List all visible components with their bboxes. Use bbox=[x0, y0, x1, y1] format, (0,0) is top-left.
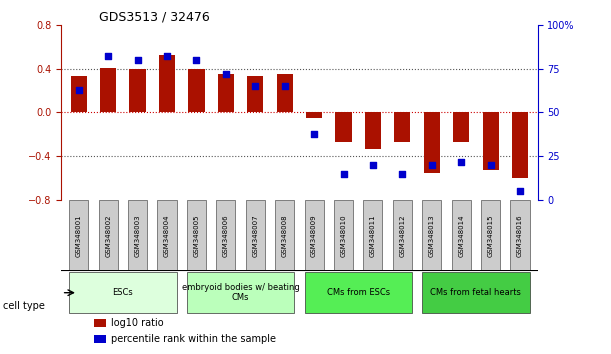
Text: GSM348001: GSM348001 bbox=[76, 214, 82, 257]
Bar bbox=[247, 76, 263, 113]
Bar bbox=[187, 200, 206, 270]
Text: GSM348004: GSM348004 bbox=[164, 214, 170, 257]
Point bbox=[280, 83, 290, 89]
Point bbox=[162, 53, 172, 59]
Text: GSM348011: GSM348011 bbox=[370, 214, 376, 257]
Bar bbox=[483, 113, 499, 170]
Text: GSM348014: GSM348014 bbox=[458, 214, 464, 257]
Bar bbox=[394, 113, 411, 142]
Text: GSM348015: GSM348015 bbox=[488, 214, 494, 257]
Bar bbox=[306, 113, 322, 118]
Text: cell type: cell type bbox=[3, 301, 45, 311]
Point bbox=[221, 71, 231, 77]
Text: embryoid bodies w/ beating
CMs: embryoid bodies w/ beating CMs bbox=[181, 283, 299, 302]
Bar bbox=[216, 200, 235, 270]
Point bbox=[515, 189, 525, 194]
Bar bbox=[453, 113, 469, 142]
Bar bbox=[100, 68, 116, 113]
Bar bbox=[275, 200, 295, 270]
Bar bbox=[510, 200, 530, 270]
Bar bbox=[69, 200, 89, 270]
Point bbox=[251, 83, 260, 89]
Text: GSM348012: GSM348012 bbox=[400, 214, 405, 257]
Point bbox=[456, 159, 466, 165]
Bar bbox=[393, 200, 412, 270]
Point bbox=[103, 53, 113, 59]
Bar bbox=[452, 200, 470, 270]
Bar bbox=[95, 319, 106, 327]
Bar bbox=[422, 200, 441, 270]
Point bbox=[338, 171, 348, 177]
Bar bbox=[188, 69, 205, 113]
Bar bbox=[69, 272, 177, 313]
Text: CMs from fetal hearts: CMs from fetal hearts bbox=[431, 288, 521, 297]
Point bbox=[191, 57, 201, 63]
Point bbox=[368, 162, 378, 168]
Bar bbox=[98, 200, 118, 270]
Bar bbox=[246, 200, 265, 270]
Bar bbox=[335, 113, 351, 142]
Bar bbox=[159, 56, 175, 113]
Bar bbox=[334, 200, 353, 270]
Point bbox=[398, 171, 408, 177]
Text: GSM348013: GSM348013 bbox=[429, 214, 435, 257]
Text: GSM348002: GSM348002 bbox=[105, 214, 111, 257]
Bar bbox=[422, 272, 530, 313]
Point bbox=[133, 57, 142, 63]
Bar bbox=[277, 74, 293, 113]
Bar bbox=[187, 272, 295, 313]
Point bbox=[486, 162, 496, 168]
Text: GSM348009: GSM348009 bbox=[311, 214, 317, 257]
Bar bbox=[364, 200, 382, 270]
Bar bbox=[71, 76, 87, 113]
Bar bbox=[512, 113, 528, 178]
Text: GSM348016: GSM348016 bbox=[517, 214, 523, 257]
Text: GSM348008: GSM348008 bbox=[282, 214, 288, 257]
Text: CMs from ESCs: CMs from ESCs bbox=[327, 288, 390, 297]
Text: percentile rank within the sample: percentile rank within the sample bbox=[111, 334, 276, 344]
Text: GSM348007: GSM348007 bbox=[252, 214, 258, 257]
Text: log10 ratio: log10 ratio bbox=[111, 318, 164, 328]
Bar bbox=[481, 200, 500, 270]
Text: ESCs: ESCs bbox=[112, 288, 133, 297]
Bar bbox=[218, 74, 234, 113]
Point bbox=[427, 162, 437, 168]
Bar bbox=[158, 200, 177, 270]
Bar bbox=[304, 200, 324, 270]
Text: GSM348003: GSM348003 bbox=[134, 214, 141, 257]
Point bbox=[309, 131, 319, 136]
Bar bbox=[128, 200, 147, 270]
Point bbox=[74, 87, 84, 92]
Bar bbox=[304, 272, 412, 313]
Bar bbox=[423, 113, 440, 173]
Text: GDS3513 / 32476: GDS3513 / 32476 bbox=[99, 11, 210, 24]
Text: GSM348005: GSM348005 bbox=[194, 214, 199, 257]
Bar bbox=[95, 335, 106, 343]
Bar bbox=[130, 69, 145, 113]
Text: GSM348006: GSM348006 bbox=[223, 214, 229, 257]
Bar bbox=[365, 113, 381, 149]
Text: GSM348010: GSM348010 bbox=[340, 214, 346, 257]
